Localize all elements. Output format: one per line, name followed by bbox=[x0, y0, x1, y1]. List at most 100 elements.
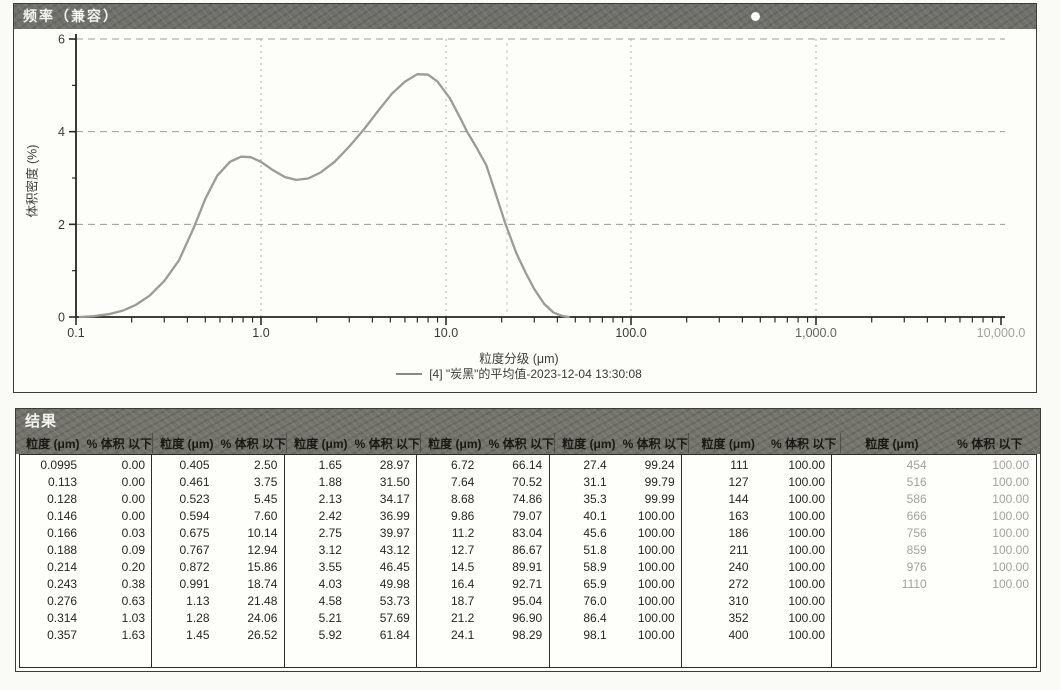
percent-value-cell: 100.00 bbox=[992, 509, 1029, 523]
size-value-cell: 127 bbox=[728, 475, 749, 489]
percent-column-header: % 体积 以下 bbox=[771, 436, 837, 451]
size-value-cell: 7.64 bbox=[450, 475, 475, 489]
size-value-cell: 12.7 bbox=[450, 543, 475, 557]
size-value-cell: 45.6 bbox=[583, 526, 607, 540]
size-value-cell: 1110 bbox=[901, 577, 927, 591]
size-value-cell: 0.767 bbox=[179, 543, 210, 557]
size-value-cell: 5.21 bbox=[318, 611, 342, 625]
table-row: 186 100.00 bbox=[682, 525, 832, 542]
size-value-cell: 454 bbox=[906, 458, 927, 472]
frequency-plot: 0.1 1.0 10.0 100.0 1,000.0 10,000.0 0 2 4 6 bbox=[58, 33, 1025, 340]
legend-line-swatch bbox=[396, 372, 423, 376]
column-header-group: 粒度 (μm) % 体积 以下 bbox=[19, 433, 153, 453]
percent-value-cell: 99.99 bbox=[644, 492, 675, 506]
column-header-group: 粒度 (μm) % 体积 以下 bbox=[689, 433, 841, 453]
percent-value-cell: 34.17 bbox=[379, 492, 410, 506]
column-header-group: 粒度 (μm) % 体积 以下 bbox=[841, 433, 1037, 453]
size-value-cell: 0.188 bbox=[47, 543, 78, 557]
table-row: 7.64 70.52 bbox=[417, 474, 549, 491]
size-column-header: 粒度 (μm) bbox=[428, 436, 482, 451]
table-row: 127 100.00 bbox=[682, 474, 832, 491]
size-value-cell: 3.12 bbox=[318, 543, 342, 557]
table-row: 0.872 15.86 bbox=[152, 559, 284, 576]
size-value-cell: 756 bbox=[906, 526, 927, 540]
table-row: 976 100.00 bbox=[832, 559, 1036, 576]
table-row: 454 100.00 bbox=[832, 457, 1036, 474]
percent-value-cell: 57.69 bbox=[379, 611, 410, 625]
table-row: 1.65 28.97 bbox=[285, 457, 417, 474]
size-value-cell: 0.523 bbox=[179, 492, 210, 506]
size-value-cell: 516 bbox=[906, 475, 927, 489]
percent-value-cell: 0.09 bbox=[121, 543, 145, 557]
percent-value-cell: 0.00 bbox=[121, 458, 145, 472]
percent-value-cell: 28.97 bbox=[379, 458, 410, 472]
size-value-cell: 272 bbox=[728, 577, 749, 591]
percent-value-cell: 1.03 bbox=[121, 611, 145, 625]
percent-value-cell: 49.98 bbox=[379, 577, 410, 591]
chart-legend: [4] "炭黑"的平均值-2023-12-04 13:30:08 bbox=[14, 365, 1024, 382]
size-value-cell: 1.88 bbox=[318, 475, 342, 489]
percent-value-cell: 100.00 bbox=[992, 560, 1029, 574]
percent-value-cell: 15.86 bbox=[247, 560, 278, 574]
column-header-group: 粒度 (μm) % 体积 以下 bbox=[287, 433, 421, 453]
table-row: 11.2 83.04 bbox=[417, 525, 549, 542]
y-tick-label: 6 bbox=[58, 33, 65, 47]
y-tick-label: 2 bbox=[58, 218, 65, 232]
size-value-cell: 0.0995 bbox=[40, 458, 78, 472]
percent-column-header: % 体积 以下 bbox=[622, 436, 688, 451]
table-row: 3.12 43.12 bbox=[285, 542, 417, 559]
percent-value-cell: 95.04 bbox=[512, 594, 543, 608]
y-tick-label: 4 bbox=[58, 125, 65, 139]
table-column-group: 0.0995 0.00 0.113 0.00 0.128 0.00 0.146 0.00 0.1… bbox=[19, 454, 153, 668]
size-value-cell: 6.72 bbox=[450, 458, 475, 472]
percent-value-cell: 26.52 bbox=[247, 628, 278, 642]
table-row: 2.13 34.17 bbox=[285, 491, 417, 508]
results-table-panel: 结果 粒度 (μm)% 体积 以下 粒度 (μm)% 体积 以下 粒度 (μm)% … bbox=[15, 408, 1041, 672]
percent-value-cell: 39.97 bbox=[379, 526, 410, 540]
size-value-cell: 1.45 bbox=[186, 628, 210, 642]
percent-value-cell: 83.04 bbox=[512, 526, 543, 540]
percent-value-cell: 46.45 bbox=[379, 560, 410, 574]
size-value-cell: 24.1 bbox=[450, 628, 475, 642]
x-tick-label: 1.0 bbox=[252, 326, 269, 340]
results-column-headers: 粒度 (μm)% 体积 以下 粒度 (μm)% 体积 以下 粒度 (μm)% 体积 … bbox=[16, 433, 1040, 453]
size-value-cell: 2.75 bbox=[318, 526, 342, 540]
percent-value-cell: 100.00 bbox=[637, 577, 675, 591]
size-value-cell: 40.1 bbox=[583, 509, 607, 523]
x-tick-label: 100.0 bbox=[615, 326, 646, 340]
size-value-cell: 0.276 bbox=[47, 594, 78, 608]
percent-value-cell: 100.00 bbox=[992, 526, 1029, 540]
size-value-cell: 2.13 bbox=[318, 492, 342, 506]
table-column-group: 0.405 2.50 0.461 3.75 0.523 5.45 0.594 7.60 0.67… bbox=[151, 454, 286, 668]
size-value-cell: 144 bbox=[728, 492, 749, 506]
percent-value-cell: 100.00 bbox=[637, 594, 675, 608]
table-row: 240 100.00 bbox=[682, 559, 832, 576]
percent-column-header: % 体积 以下 bbox=[957, 436, 1023, 451]
x-axis-label: 粒度分级 (μm) bbox=[479, 352, 559, 366]
percent-value-cell: 100.00 bbox=[637, 526, 675, 540]
size-column-header: 粒度 (μm) bbox=[865, 436, 919, 451]
table-row: 0.243 0.38 bbox=[20, 576, 152, 593]
table-row: 2.75 39.97 bbox=[285, 525, 417, 542]
size-value-cell: 21.2 bbox=[450, 611, 475, 625]
y-axis-label: 体积密度 (%) bbox=[25, 144, 40, 218]
table-row: 1.13 21.48 bbox=[152, 593, 284, 610]
results-title: 结果 bbox=[25, 413, 58, 430]
percent-value-cell: 0.03 bbox=[121, 526, 145, 540]
table-row: 0.523 5.45 bbox=[152, 491, 284, 508]
size-value-cell: 666 bbox=[906, 509, 927, 523]
table-row: 45.6 100.00 bbox=[550, 525, 682, 542]
percent-value-cell: 100.00 bbox=[788, 526, 826, 540]
table-row: 18.7 95.04 bbox=[417, 593, 549, 610]
size-value-cell: 0.594 bbox=[179, 509, 210, 523]
table-row: 0.767 12.94 bbox=[152, 542, 284, 559]
table-row: 98.1 100.00 bbox=[550, 627, 682, 644]
size-value-cell: 111 bbox=[730, 458, 749, 472]
percent-value-cell: 31.50 bbox=[379, 475, 410, 489]
table-row: 0.594 7.60 bbox=[152, 508, 284, 525]
x-tick-label: 0.1 bbox=[67, 326, 84, 340]
table-row: 163 100.00 bbox=[682, 508, 832, 525]
percent-value-cell: 0.00 bbox=[121, 509, 145, 523]
percent-value-cell: 92.71 bbox=[512, 577, 543, 591]
percent-value-cell: 100.00 bbox=[992, 458, 1029, 472]
